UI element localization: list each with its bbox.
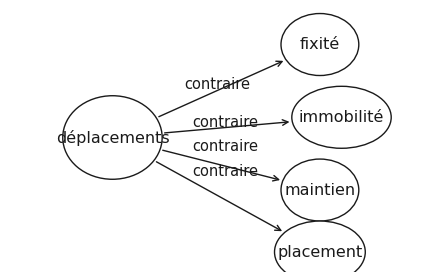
- Text: immobilité: immobilité: [299, 110, 384, 125]
- Text: déplacements: déplacements: [56, 130, 169, 145]
- Ellipse shape: [281, 13, 359, 76]
- Ellipse shape: [292, 86, 391, 148]
- Ellipse shape: [281, 159, 359, 221]
- Ellipse shape: [63, 96, 162, 179]
- Text: contraire: contraire: [184, 78, 250, 92]
- Text: placement: placement: [277, 244, 363, 260]
- Text: maintien: maintien: [284, 183, 355, 197]
- Text: contraire: contraire: [192, 164, 258, 179]
- Text: contraire: contraire: [192, 115, 258, 130]
- Text: contraire: contraire: [192, 139, 258, 155]
- Ellipse shape: [274, 221, 365, 275]
- Text: fixité: fixité: [300, 37, 340, 52]
